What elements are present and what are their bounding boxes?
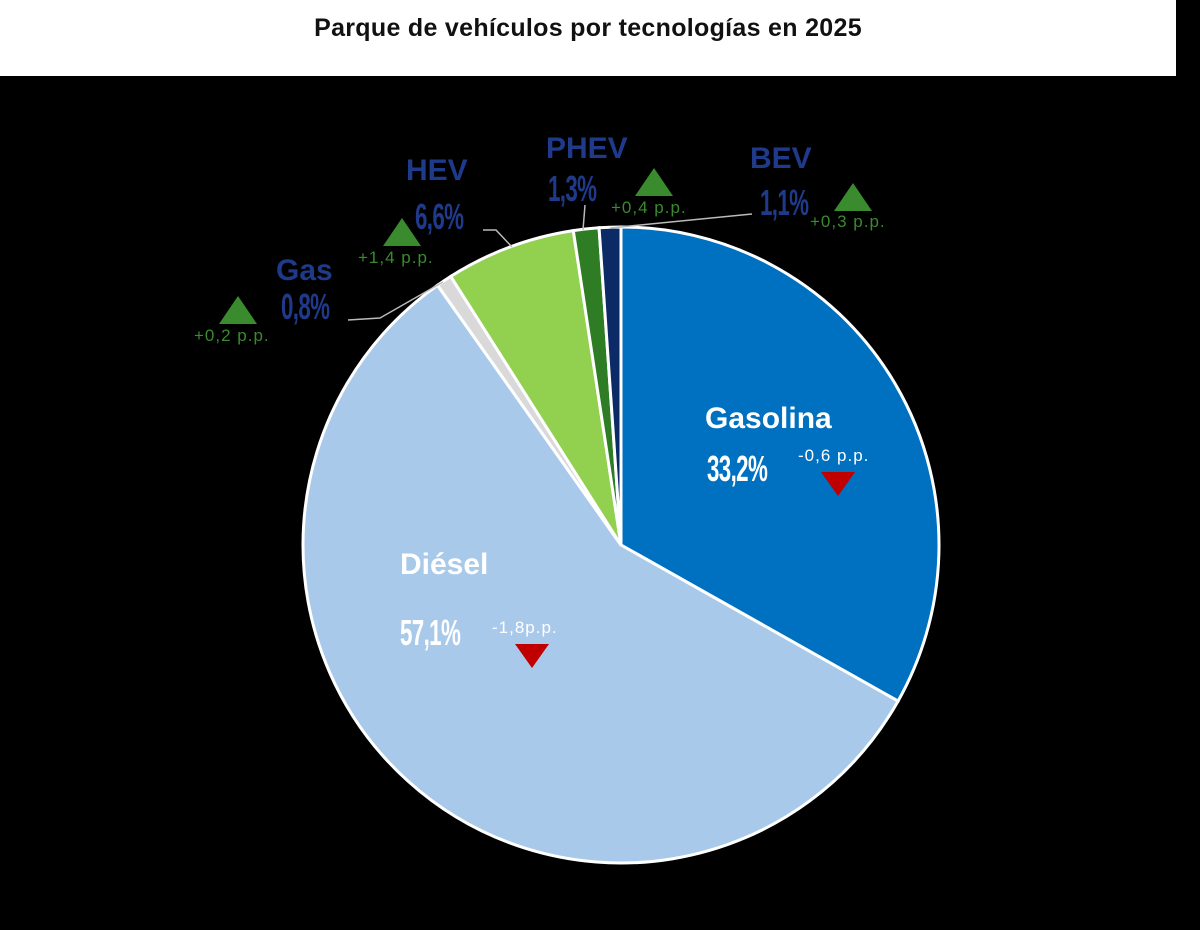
leader-line-phev [582,204,586,231]
slice-label-gas: Gas [276,254,333,287]
value-label-diesel: 57,1% [400,612,461,653]
change-label-bev: +0,3 p.p. [810,212,886,231]
change-label-diesel: -1,8p.p. [492,618,558,637]
up-arrow-icon [383,218,421,246]
value-label-hev: 6,6% [415,196,464,237]
pie-slice-hev [448,228,623,546]
value-label-gas: 0,8% [281,286,330,327]
change-label-gasolina: -0,6 p.p. [798,446,870,465]
slice-label-gasolina: Gasolina [705,402,832,435]
slice-label-diesel: Diésel [400,548,489,581]
slice-label-bev: BEV [750,142,812,175]
slice-label-phev: PHEV [546,132,628,165]
leader-line-bev [609,213,753,229]
pie-slice-gasolina [619,225,941,704]
down-arrow-icon [821,472,855,496]
pie-slice-disel [301,283,901,865]
up-arrow-icon [219,296,257,324]
title-bar: Parque de vehículos por tecnologías en 2… [0,0,1176,76]
change-label-gas: +0,2 p.p. [194,326,270,345]
value-label-phev: 1,3% [548,168,597,209]
up-arrow-icon [834,183,872,211]
change-label-phev: +0,4 p.p. [611,198,687,217]
leader-line-gas [347,281,444,321]
chart-title: Parque de vehículos por tecnologías en 2… [314,14,862,42]
value-label-bev: 1,1% [760,182,809,223]
change-label-hev: +1,4 p.p. [358,248,434,267]
up-arrow-icon [635,168,673,196]
down-arrow-icon [515,644,549,668]
slice-label-hev: HEV [406,154,468,187]
leader-line-hev [483,229,513,248]
value-label-gasolina: 33,2% [707,448,768,489]
